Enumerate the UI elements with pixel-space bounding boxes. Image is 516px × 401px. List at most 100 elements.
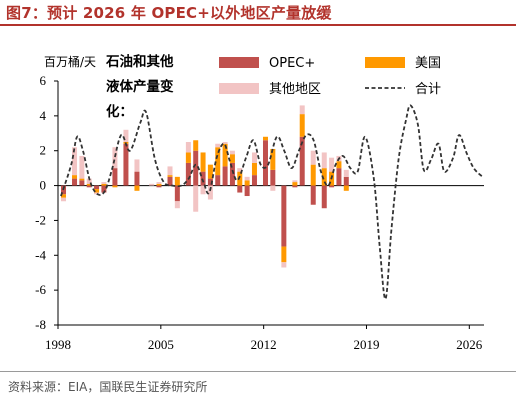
- bar-segment: [86, 185, 92, 188]
- bar-segment: [321, 152, 327, 169]
- bar-segment: [185, 162, 191, 186]
- bar-segment: [244, 176, 250, 181]
- figure-title: 图7：预计 2026 年 OPEC+以外地区产量放缓: [6, 4, 332, 22]
- bar-segment: [207, 185, 213, 200]
- bar-segment: [101, 182, 107, 184]
- bar-segment: [86, 178, 92, 184]
- bar-segment: [61, 197, 67, 202]
- bar-segment: [167, 175, 173, 177]
- bar-segment: [229, 162, 235, 186]
- bar-segment: [134, 159, 140, 172]
- bar-segment: [215, 143, 221, 148]
- bar-segment: [123, 143, 129, 186]
- bar-segment: [112, 168, 118, 186]
- bar-segment: [270, 148, 276, 170]
- bar-segment: [200, 152, 206, 172]
- annotation-line-2: 液体产量变: [106, 78, 174, 95]
- bar-segment: [94, 192, 100, 195]
- y-axis: -8 -6 -4 -2 0 2 4 6: [35, 73, 59, 332]
- bar-segment: [193, 150, 199, 186]
- total-series-line: [60, 104, 484, 300]
- bar-segment: [281, 185, 287, 247]
- bar-segment: [207, 164, 213, 179]
- bar-segment: [270, 169, 276, 186]
- bar-segment: [101, 183, 107, 186]
- bar-segment: [174, 201, 180, 209]
- bar-segment: [229, 154, 235, 163]
- bar-segment: [281, 246, 287, 263]
- bar-segment: [149, 183, 155, 186]
- bar-segment: [79, 155, 85, 179]
- y-unit-label: 百万桶/天: [44, 54, 96, 69]
- bar-segment: [310, 185, 316, 205]
- bar-segment: [112, 185, 118, 188]
- bar-segment: [310, 150, 316, 165]
- bar-segment: [222, 143, 228, 167]
- y-tick-label: 6: [40, 73, 47, 88]
- bar-segment: [134, 185, 140, 191]
- bar-segment: [244, 180, 250, 186]
- legend-label: 合计: [415, 82, 441, 97]
- bar-segment: [193, 185, 199, 212]
- bar-segment: [167, 166, 173, 176]
- bar-segment: [237, 185, 243, 193]
- bar-segment: [72, 178, 78, 186]
- y-tick-label: 0: [40, 178, 47, 193]
- bar-segment: [299, 105, 305, 115]
- bar-segment: [86, 183, 92, 186]
- bar-segment: [329, 185, 335, 188]
- bar-segment: [156, 182, 162, 184]
- bar-segment: [251, 175, 257, 186]
- bar-segment: [270, 185, 276, 191]
- bar-segment: [79, 180, 85, 186]
- bar-segment: [200, 171, 206, 186]
- bar-segment: [251, 152, 257, 163]
- source-note: 资料来源：EIA，国联民生证券研究所: [8, 380, 208, 394]
- bar-segment: [336, 168, 342, 186]
- y-tick-label: -8: [35, 317, 46, 332]
- bar-segment: [134, 171, 140, 186]
- annotation-line-1: 石油和其他: [105, 53, 174, 70]
- x-tick-label: 2019: [353, 337, 379, 352]
- legend-label: 其他地区: [269, 82, 321, 97]
- bar-segment: [215, 175, 221, 186]
- bar-segment: [336, 161, 342, 169]
- x-tick-label: 2012: [251, 337, 277, 352]
- bar-segment: [174, 176, 180, 186]
- bar-segment: [329, 157, 335, 172]
- bar-segment: [262, 140, 268, 186]
- x-tick-label: 2026: [456, 337, 483, 352]
- bar-segment: [200, 185, 206, 195]
- y-tick-label: 2: [40, 143, 47, 158]
- bar-segment: [174, 185, 180, 202]
- legend-swatch: [219, 57, 259, 68]
- bar-segment: [193, 140, 199, 151]
- bar-segment: [156, 183, 162, 186]
- bar-segment: [343, 176, 349, 186]
- bar-segment: [94, 185, 100, 190]
- bar-segment: [72, 147, 78, 176]
- bar-segment: [343, 185, 349, 191]
- x-tick-label: 2005: [148, 337, 174, 352]
- bar-segment: [262, 136, 268, 141]
- y-tick-label: -2: [35, 212, 46, 227]
- bar-segment: [229, 150, 235, 155]
- legend-label: 美国: [415, 56, 441, 71]
- y-tick-label: 4: [40, 108, 47, 123]
- bar-segment: [292, 180, 298, 183]
- footer-rule: [0, 371, 516, 372]
- bar-segment: [207, 178, 213, 186]
- bar-segment: [167, 176, 173, 186]
- bar-segment: [222, 166, 228, 186]
- bar-segment: [101, 185, 107, 193]
- bar-segment: [343, 169, 349, 177]
- legend-swatch: [219, 83, 259, 94]
- total-line-group: [60, 104, 484, 300]
- bar-segment: [244, 185, 250, 197]
- x-axis: 1998 2005 2012 2019 2026: [45, 185, 484, 352]
- bar-segment: [299, 136, 305, 186]
- bar-segment: [321, 185, 327, 209]
- bar-segment: [292, 185, 298, 188]
